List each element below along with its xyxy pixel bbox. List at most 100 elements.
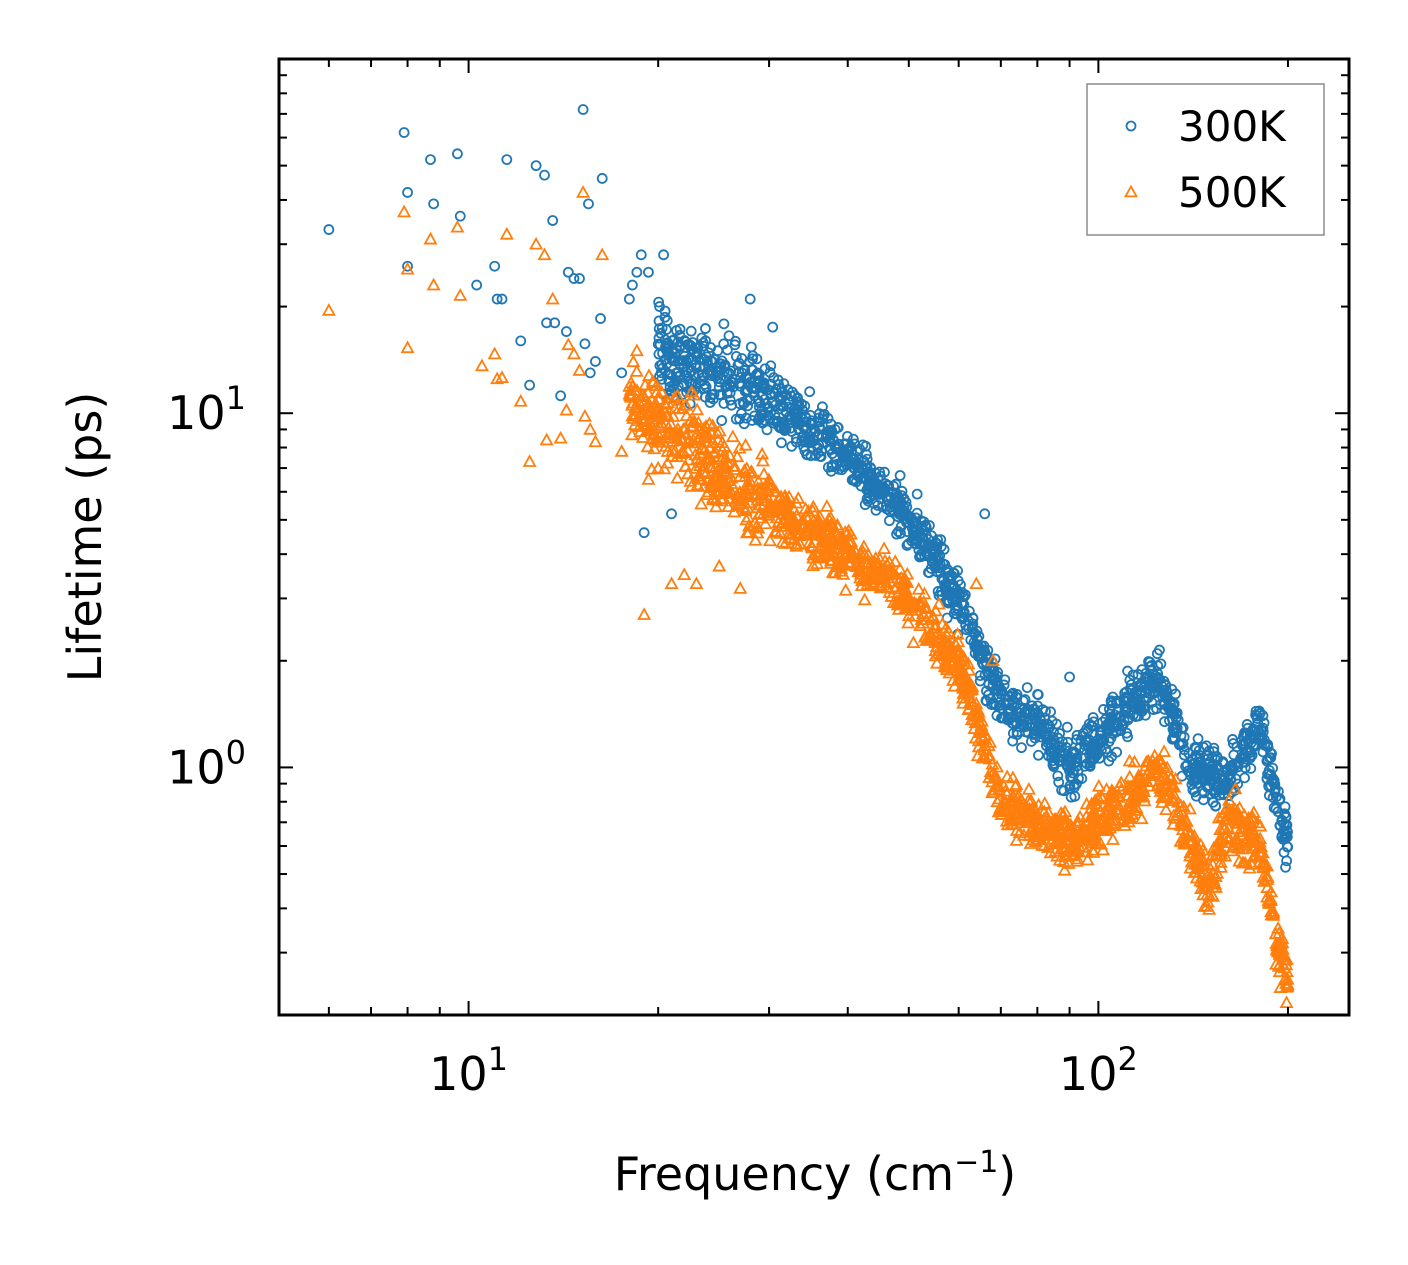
300K-point (895, 528, 906, 539)
500K-point (677, 567, 692, 581)
500K-point (689, 576, 704, 590)
500K-point (1252, 854, 1267, 868)
500K-point (1272, 926, 1287, 939)
500K-point (640, 405, 655, 419)
300K-point (746, 415, 758, 426)
500K-point (1104, 799, 1119, 813)
300K-point (555, 390, 567, 402)
500K-point (646, 375, 661, 389)
300K-point (874, 489, 885, 500)
300K-point (1281, 841, 1293, 853)
300K-point (678, 360, 690, 372)
300K-point (829, 441, 841, 453)
500K-point (1091, 820, 1106, 833)
300K-point (1016, 742, 1027, 754)
300K-point (489, 260, 501, 272)
500K-point (739, 525, 754, 539)
500K-point (1131, 768, 1146, 782)
300K-point (547, 215, 559, 226)
500K-point (703, 450, 718, 464)
500K-point (1264, 907, 1279, 921)
500K-point (1213, 855, 1228, 868)
300K-point (425, 154, 436, 165)
500K-point (653, 434, 668, 448)
500K-point (694, 496, 709, 510)
legend-label-500K: 500K (1178, 168, 1287, 217)
500K-point (657, 395, 673, 409)
300K-point (454, 210, 466, 222)
500K-point (1043, 822, 1059, 836)
300K-point (704, 397, 716, 408)
300K-point (643, 266, 654, 278)
500K-point (991, 779, 1006, 792)
500K-point (670, 421, 685, 435)
300K-point (698, 382, 710, 394)
500K-point (1205, 857, 1220, 870)
500K-point (1095, 842, 1111, 856)
300K-point (1011, 726, 1023, 738)
500K-point (1049, 833, 1064, 847)
300K-point (679, 336, 691, 348)
500K-point (1004, 817, 1019, 830)
300K-point (792, 423, 804, 435)
500K-point (969, 576, 984, 590)
500K-point (997, 792, 1012, 806)
x-axis-title-suffix: ) (998, 1147, 1016, 1201)
500K-point (776, 495, 791, 509)
300K-point (1239, 762, 1251, 774)
300K-point (1032, 688, 1043, 700)
500K-point (725, 429, 740, 443)
300K-point (1035, 714, 1046, 726)
500K-point (1231, 840, 1246, 854)
300K-point (1054, 728, 1065, 739)
300K-point (943, 597, 954, 609)
300K-point (1135, 678, 1147, 690)
300K-point (894, 470, 906, 481)
300K-point (860, 440, 872, 452)
500K-point (1023, 836, 1038, 849)
300K-point (1105, 732, 1117, 744)
500K-point (911, 582, 926, 595)
300K-point (654, 301, 665, 312)
500K-point (789, 522, 804, 536)
500K-point (675, 401, 690, 415)
x-axis-title-main: Frequency (cm (614, 1147, 954, 1201)
500K-point (838, 582, 853, 596)
300K-point (1006, 699, 1018, 711)
500K-point (893, 590, 908, 604)
x-axis-title-superscript: −1 (954, 1145, 998, 1180)
500K-point (622, 379, 637, 392)
300K-point (983, 689, 994, 701)
legend-items: 300K 500K (1123, 102, 1287, 217)
500K-point (614, 444, 629, 457)
300K-point (1112, 720, 1123, 732)
500K-point (1021, 781, 1036, 795)
500K-point (821, 518, 836, 532)
300K-point (901, 513, 912, 525)
500K-point (693, 426, 708, 440)
500K-point (821, 511, 836, 525)
500K-point (1200, 894, 1215, 908)
500K-point (670, 388, 685, 402)
300K-point (471, 279, 483, 291)
500K-point (983, 764, 998, 777)
300K-point (666, 508, 677, 520)
500K-point (1277, 972, 1292, 986)
500K-point (699, 466, 714, 480)
300K-point (1214, 784, 1226, 796)
500K-point (1076, 819, 1091, 833)
300K-point (1107, 691, 1119, 703)
300K-point (742, 379, 754, 390)
500K-point (624, 427, 639, 441)
500K-point (969, 696, 984, 710)
300K-point (1258, 734, 1270, 746)
500K-point (664, 576, 679, 590)
300K-point (1156, 680, 1168, 692)
500K-point (577, 408, 592, 422)
300K-point (1121, 703, 1132, 715)
y-tick-label-exponent: 1 (226, 379, 246, 417)
y-tick-label-base: 10 (167, 386, 226, 440)
300K-point (724, 387, 736, 399)
500K-point (873, 580, 888, 594)
